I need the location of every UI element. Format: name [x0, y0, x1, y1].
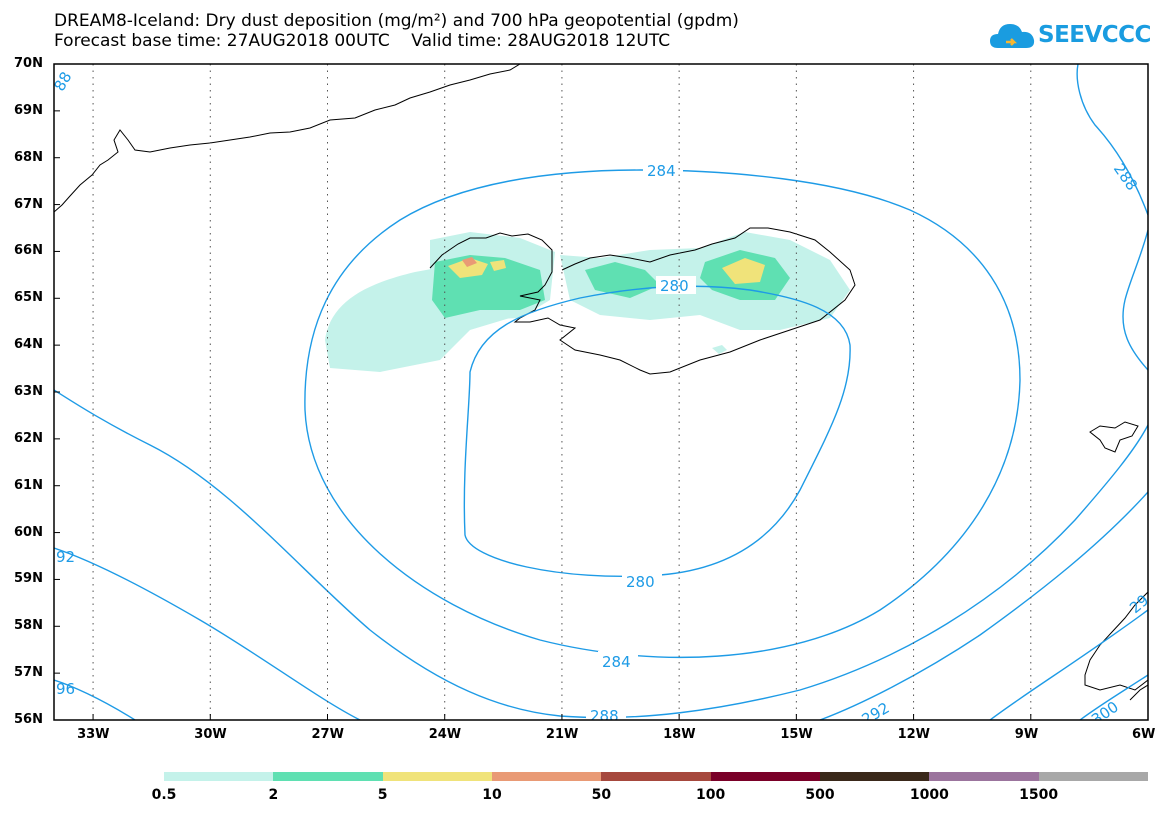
chart-subtitle: Forecast base time: 27AUG2018 00UTC Vali…: [54, 31, 671, 51]
colorbar-swatch: [820, 772, 930, 781]
lat-label: 58N: [14, 618, 43, 634]
greenland-coast: [54, 64, 521, 213]
lat-lon-grid: [92, 64, 1032, 720]
contour-292-east: [819, 491, 1148, 720]
logo-text: SEEVCCC: [1038, 22, 1151, 48]
colorbar-swatch: [164, 772, 274, 781]
lat-label: 68N: [14, 149, 43, 165]
contour-300: [1079, 674, 1148, 720]
colorbar-label: 50: [591, 787, 612, 803]
contour-label: 288: [590, 707, 619, 725]
lat-label: 56N: [14, 712, 43, 727]
colorbar-swatch: [382, 772, 493, 781]
lon-label: 12W: [897, 727, 930, 742]
norway-coast: [1084, 591, 1148, 691]
contour-label: 292: [859, 699, 893, 729]
lat-label: 70N: [14, 56, 43, 71]
colorbar-swatch: [1038, 772, 1149, 781]
lon-label: 15W: [780, 727, 813, 742]
lon-label: 30W: [194, 727, 227, 742]
contour-label: 284: [602, 653, 631, 671]
lon-label: 9W: [1014, 727, 1039, 742]
lon-label: 24W: [428, 727, 462, 742]
seevccc-logo: SEEVCCC: [988, 18, 1151, 58]
contour-288-south: [54, 389, 1148, 719]
colorbar-label: 100: [696, 787, 726, 803]
contour-label: 29: [1126, 591, 1152, 617]
faroe-islands: [1089, 421, 1139, 453]
map-frame: [53, 63, 1149, 721]
contour-288-east: [1076, 64, 1148, 216]
lon-label: 18W: [663, 727, 696, 742]
colorbar-swatch: [710, 772, 821, 781]
colorbar-label: 500: [805, 787, 835, 803]
lon-label: 6W: [1132, 727, 1156, 742]
colorbar-swatch: [492, 772, 602, 781]
contour-296: [54, 679, 136, 720]
cloud-logo-icon: [990, 24, 1035, 48]
lat-label: 59N: [14, 571, 43, 587]
lon-label: 27W: [311, 727, 344, 742]
dust-area-yellow: [490, 260, 506, 271]
dust-shading: [325, 232, 850, 372]
contour-label: 92: [56, 548, 75, 566]
lat-label: 65N: [14, 290, 43, 306]
contour-label: 300: [1088, 698, 1122, 729]
colorbar-swatch: [273, 772, 384, 781]
lat-label: 60N: [14, 524, 43, 540]
lat-label: 62N: [14, 430, 43, 446]
lat-label: 64N: [14, 337, 43, 353]
lat-label: 69N: [14, 102, 43, 118]
colorbar-label: 1000: [909, 787, 949, 803]
dust-area-orange: [462, 257, 477, 267]
contour-east-edge: [1122, 229, 1148, 371]
lat-label: 66N: [14, 243, 43, 259]
chart-title: DREAM8-Iceland: Dry dust deposition (mg/…: [54, 11, 739, 31]
norway-coast-south: [1129, 684, 1148, 701]
contour-label: 284: [647, 162, 676, 180]
colorbar-label: 1500: [1019, 787, 1059, 803]
coastlines: [54, 64, 1148, 701]
colorbar-label: 2: [268, 787, 279, 803]
colorbar-swatch: [601, 772, 712, 781]
iceland-coast: [429, 227, 856, 375]
colorbar-label: 10: [482, 787, 502, 803]
contour-284: [304, 169, 1021, 659]
lat-label: 57N: [14, 665, 43, 681]
contour-280: [463, 285, 851, 578]
contour-label: 280: [626, 573, 655, 591]
lat-label: 67N: [14, 196, 43, 212]
dust-area-yellow: [722, 258, 765, 284]
contour-292: [54, 547, 361, 720]
colorbar-swatch: [929, 772, 1040, 781]
contour-labels: 284 280 280 284 288 288 88 92 96 292 300…: [54, 69, 1152, 729]
dust-area-light: [712, 345, 727, 354]
colorbar-label: 5: [377, 787, 388, 803]
colorbar-label: 0.5: [151, 787, 177, 803]
lon-label: 33W: [77, 727, 110, 742]
lon-label: 21W: [545, 727, 579, 742]
geopotential-contours: [54, 64, 1148, 720]
lat-label: 63N: [14, 384, 43, 399]
contour-296-east: [989, 609, 1148, 720]
lat-label: 61N: [14, 477, 43, 493]
contour-label: 96: [56, 680, 75, 698]
contour-label: 280: [660, 277, 689, 295]
dust-area-yellow: [448, 258, 488, 278]
